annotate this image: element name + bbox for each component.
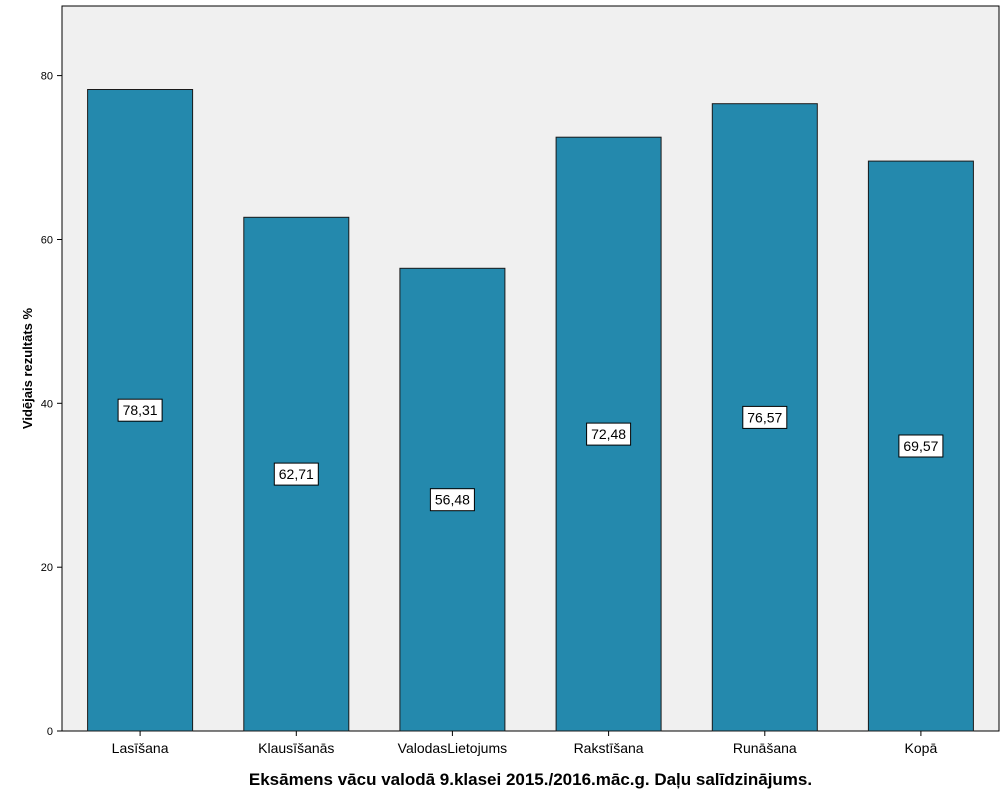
- data-label-box: [898, 434, 944, 458]
- data-label-Rakstīšana: 72,48: [586, 422, 632, 446]
- y-tick-label: 20: [41, 562, 53, 574]
- data-label-box: [429, 488, 475, 512]
- data-labels-group: 78,31 62,71 56,48 72,48 76,57 69,57: [117, 398, 944, 512]
- data-label-text: 56,48: [435, 492, 470, 508]
- data-label-text: 69,57: [903, 438, 938, 454]
- y-tick-label: 80: [41, 71, 53, 83]
- data-label-text: 62,71: [279, 466, 314, 482]
- axes-group: Lasīšana Klausīšanās ValodasLietojums Rakst…: [41, 71, 938, 756]
- data-label-box: [273, 462, 319, 486]
- data-label-Runāšana: 76,57: [742, 405, 788, 429]
- data-label-box: [742, 405, 788, 429]
- data-label-text: 76,57: [747, 409, 782, 425]
- data-label-ValodasLietojums: 56,48: [429, 488, 475, 512]
- x-tick-label: Runāšana: [733, 740, 797, 756]
- x-tick-label: Lasīšana: [112, 740, 169, 756]
- x-tick-label: Rakstīšana: [574, 740, 644, 756]
- x-tick-label: Klausīšanās: [258, 740, 334, 756]
- plot-area: [61, 5, 1000, 732]
- y-tick-label: 40: [41, 398, 53, 410]
- data-label-box: [586, 422, 632, 446]
- y-tick-label: 0: [47, 726, 53, 738]
- data-label-Kopā: 69,57: [898, 434, 944, 458]
- x-tick-label: ValodasLietojums: [398, 740, 507, 756]
- data-label-text: 72,48: [591, 426, 626, 442]
- data-label-Lasīšana: 78,31: [117, 398, 163, 422]
- x-axis-title: Eksāmens vācu valodā 9.klasei 2015./2016…: [249, 770, 812, 789]
- data-label-Klausīšanās: 62,71: [273, 462, 319, 486]
- y-axis-title: Vidējais rezultāts %: [20, 307, 35, 429]
- data-label-text: 78,31: [123, 402, 158, 418]
- data-label-box: [117, 398, 163, 422]
- x-tick-label: Kopā: [905, 740, 938, 756]
- y-tick-label: 60: [41, 235, 53, 247]
